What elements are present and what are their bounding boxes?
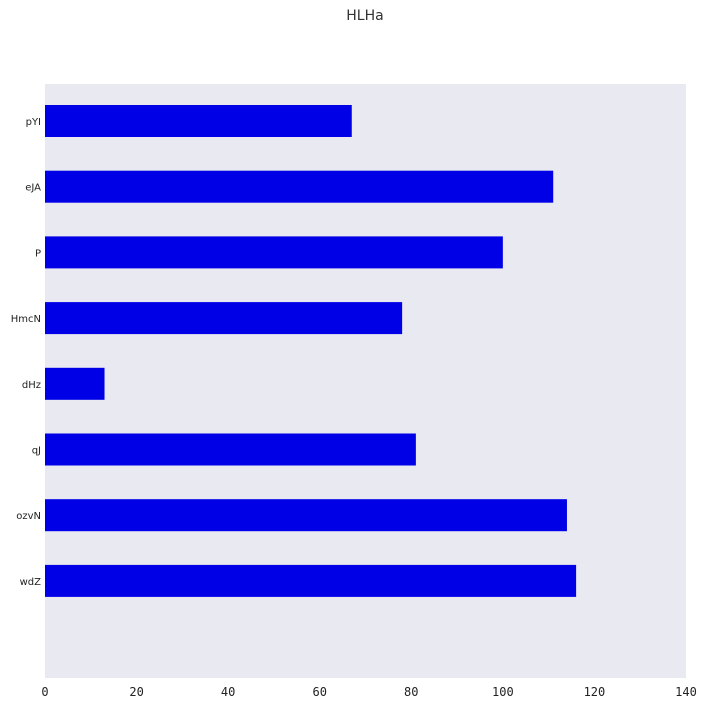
y-axis-ticks: pYI eJA P HmcN dHz qJ ozvN wdZ [11,117,41,588]
bar-HmcN [45,302,403,335]
y-tick-label: P [35,248,41,259]
chart-title: HLHa [346,8,383,24]
x-tick-label: 120 [584,685,606,699]
x-tick-label: 20 [129,685,143,699]
y-tick-label: pYI [26,117,41,128]
x-tick-label: 0 [41,685,48,699]
bar-qJ [45,433,416,466]
bar-ozvN [45,499,567,532]
x-tick-label: 80 [404,685,418,699]
bar-P [45,236,503,269]
y-tick-label: HmcN [11,314,41,325]
y-tick-label: qJ [32,446,41,457]
y-tick-label: eJA [25,183,41,194]
x-tick-label: 60 [312,685,326,699]
x-tick-label: 140 [675,685,697,699]
bar-eJA [45,170,554,203]
y-tick-label: wdZ [20,577,42,588]
y-tick-label: dHz [22,380,41,391]
x-tick-label: 40 [221,685,235,699]
x-tick-label: 100 [492,685,514,699]
bar-dHz [45,367,105,400]
y-tick-label: ozvN [16,511,41,522]
bar-pYI [45,105,352,137]
bars [45,105,577,597]
bar-wdZ [45,564,577,597]
x-axis-ticks: 0 20 40 60 80 100 120 140 [41,685,696,699]
